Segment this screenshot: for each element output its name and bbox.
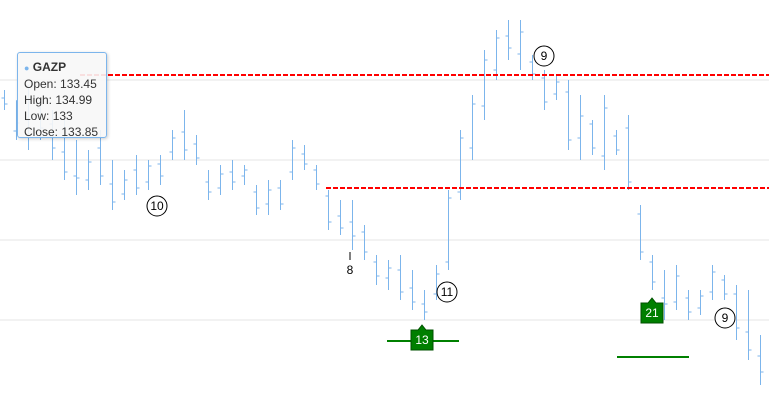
ohlc-bar: [589, 120, 596, 155]
ohlc-bar: [289, 140, 296, 180]
ohlc-bar: [193, 135, 200, 165]
annotation-label: 9: [722, 311, 729, 325]
ohlc-bar: [481, 50, 488, 120]
ohlc-bar: [313, 165, 320, 190]
annotation-label: 9: [541, 49, 548, 63]
tooltip-value: 133.85: [61, 125, 99, 139]
ohlc-bar: [613, 130, 620, 155]
ohlc-bar: [109, 160, 116, 210]
ohlc-bar: [637, 205, 644, 260]
ohlc-bar: [457, 130, 464, 200]
ohlc-bar: [505, 20, 512, 60]
ohlc-bar: [121, 170, 128, 200]
ohlc-bar: [577, 95, 584, 160]
ohlc-bar: [217, 165, 224, 195]
ohlc-bar: [421, 290, 428, 320]
ohlc-bar: [325, 190, 332, 230]
ohlc-bar: [1, 90, 8, 110]
ohlc-bar: [493, 30, 500, 80]
ohlc-bar: [601, 95, 608, 170]
ohlc-bar: [673, 265, 680, 310]
flag-label: 13: [415, 333, 429, 347]
tooltip-value: 133.45: [60, 77, 97, 91]
ohlc-bar: [409, 270, 416, 310]
tooltip-row: Close: 133.85: [24, 124, 106, 140]
tooltip-row: Low: 133: [24, 108, 106, 124]
ohlc-bar: [337, 200, 344, 235]
ohlc-bar: [733, 285, 740, 340]
ohlc-bar: [433, 265, 440, 300]
annotation-label: 8: [347, 263, 354, 277]
ohlc-bar: [133, 155, 140, 195]
tooltip-row: Open: 133.45: [24, 76, 106, 92]
annotation-label: 11: [441, 285, 454, 299]
flag: [640, 297, 664, 324]
series-name: GAZP: [32, 60, 67, 74]
tooltip-label: Low:: [24, 109, 50, 123]
flag-label: 21: [645, 306, 659, 320]
ohlc-bar: [517, 20, 524, 70]
tooltip-value: 133: [52, 109, 73, 123]
ohlc-bar: [181, 110, 188, 160]
ohlc-bar: [361, 225, 368, 260]
ohlc-bar: [565, 80, 572, 150]
tooltip-row: High: 134.99: [24, 92, 106, 108]
ohlc-bar: [385, 260, 392, 290]
tooltip-title: ● GAZP: [24, 60, 67, 74]
annotation-circle: [533, 45, 555, 67]
annotation-label: 10: [150, 199, 164, 213]
ohlc-bar: [301, 145, 308, 170]
ohlc-bar: [661, 270, 668, 320]
ohlc-bar: [145, 160, 152, 190]
ohlc-bar: [685, 290, 692, 320]
tooltip-label: Close:: [24, 125, 59, 139]
ohlc-bar: [445, 190, 452, 270]
ohlc-bar: [349, 200, 356, 250]
ohlc-bar: [229, 160, 236, 190]
tooltip-label: Open:: [24, 77, 57, 91]
ohlc-bar: [241, 165, 248, 185]
ohlc-bar: [73, 140, 80, 195]
ohlc-bar: [469, 95, 476, 160]
tooltip-value: 134.99: [55, 93, 93, 107]
ohlc-bar: [625, 115, 632, 190]
ohlc-bar: [205, 170, 212, 200]
tooltip: ● GAZP Open: 133.45 High: 134.99 Low: 13…: [17, 52, 107, 140]
ohlc-bar: [757, 335, 764, 385]
ohlc-bar: [553, 75, 560, 100]
ohlc-bar: [97, 130, 104, 185]
ohlc-bar: [709, 265, 716, 300]
ohlc-bar: [157, 155, 164, 185]
ohlc-bar: [85, 150, 92, 190]
ohlc-bar: [253, 185, 260, 215]
annotation-circle: [146, 195, 168, 217]
ohlc-bar: [169, 130, 176, 160]
ohlc-bar: [745, 290, 752, 360]
ohlc-bar: [649, 255, 656, 290]
ohlc-bar: [697, 290, 704, 315]
tooltip-label: High:: [24, 93, 53, 107]
ohlc-bar: [721, 275, 728, 300]
ohlc-bar: [373, 255, 380, 285]
flag: [410, 324, 434, 351]
ohlc-bar: [541, 70, 548, 110]
ohlc-bar: [277, 180, 284, 210]
annotation-circle: [436, 281, 458, 303]
ohlc-bar: [397, 255, 404, 300]
annotation-circle: [714, 307, 736, 329]
ohlc-bar: [265, 180, 272, 215]
